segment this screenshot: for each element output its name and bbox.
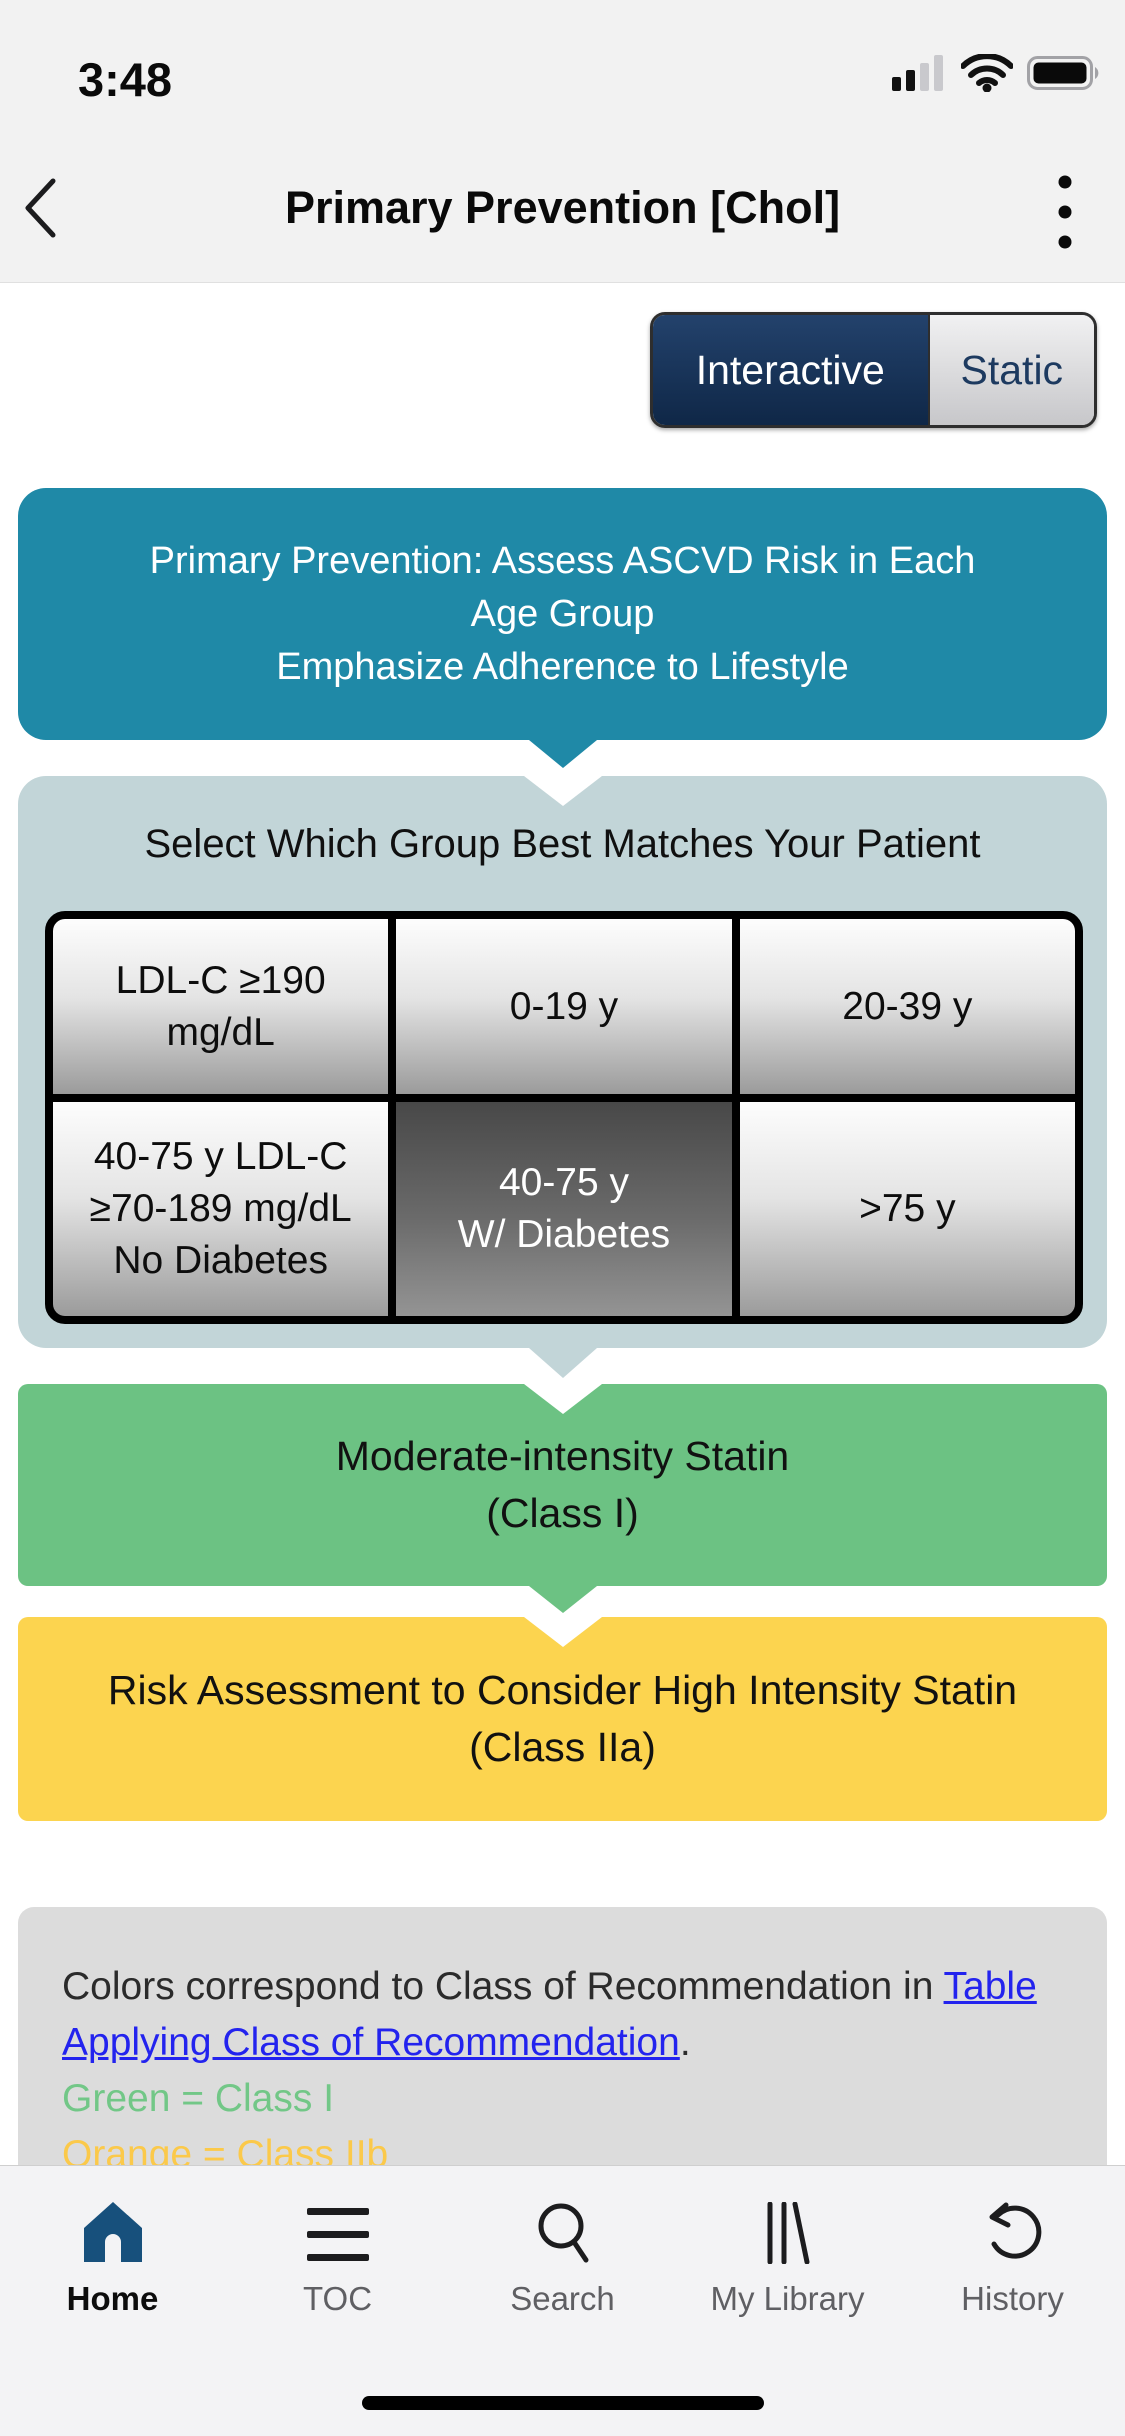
tab-my-library[interactable]: My Library	[675, 2166, 900, 2436]
tab-history[interactable]: History	[900, 2166, 1125, 2436]
group-grid: LDL-C ≥190 mg/dL 0-19 y 20-39 y 40-75 y …	[45, 911, 1083, 1324]
status-icons	[892, 53, 1103, 97]
group-select-panel: Select Which Group Best Matches Your Pat…	[18, 776, 1107, 1348]
status-time: 3:48	[78, 53, 173, 106]
home-indicator[interactable]	[361, 2396, 764, 2410]
kebab-menu-icon	[1058, 174, 1072, 255]
flow-header-text: Primary Prevention: Assess ASCVD Risk in…	[149, 539, 976, 688]
group-cell-20-39[interactable]: 20-39 y	[739, 919, 1075, 1094]
outcome-class-iia-text: Risk Assessment to Consider High Intensi…	[107, 1667, 1018, 1770]
tab-search[interactable]: Search	[450, 2166, 675, 2436]
tab-toc[interactable]: TOC	[225, 2166, 450, 2436]
toggle-static-button[interactable]: Static	[927, 315, 1094, 425]
outcome-class-i-box: Moderate-intensity Statin (Class I)	[18, 1384, 1107, 1586]
my-library-icon	[762, 2196, 814, 2264]
flow-arrow	[528, 1348, 597, 1378]
outcome-class-i-text: Moderate-intensity Statin (Class I)	[335, 1433, 790, 1536]
content-scroll-area[interactable]: Interactive Static Primary Prevention: A…	[0, 283, 1125, 2165]
footnote-panel: Colors correspond to Class of Recommenda…	[18, 1907, 1107, 2165]
group-cell-40-75-diabetes-selected[interactable]: 40-75 y W/ Diabetes	[396, 1102, 732, 1316]
top-chrome: 3:48	[0, 0, 1125, 283]
group-cell-ldl190[interactable]: LDL-C ≥190 mg/dL	[53, 919, 389, 1094]
back-button[interactable]	[20, 170, 90, 250]
group-select-prompt: Select Which Group Best Matches Your Pat…	[144, 822, 981, 866]
home-icon	[80, 2196, 146, 2264]
outcome-class-iia-box: Risk Assessment to Consider High Intensi…	[18, 1617, 1107, 1821]
cellular-signal-icon	[892, 55, 947, 96]
flow-connector-3	[0, 1586, 1125, 1617]
bottom-tab-bar: Home TOC Search	[0, 2165, 1125, 2436]
color-legend-intro: Colors correspond to Class of Recommenda…	[62, 1965, 1037, 2064]
flow-connector-1	[0, 740, 1125, 776]
tab-home[interactable]: Home	[0, 2166, 225, 2436]
battery-icon	[1027, 54, 1103, 97]
legend-green-class-i: Green = Class I	[62, 2077, 335, 2120]
table-class-of-recommendation-link[interactable]: Table Applying Class of Recommendation	[62, 1965, 1037, 2064]
toc-icon	[306, 2196, 370, 2264]
nav-bar: Primary Prevention [Chol]	[0, 150, 1125, 270]
group-cell-40-75-no-diabetes[interactable]: 40-75 y LDL-C ≥70-189 mg/dL No Diabetes	[53, 1102, 389, 1316]
flow-arrow	[528, 740, 597, 768]
flow-arrow	[528, 1586, 597, 1613]
history-icon	[982, 2196, 1044, 2264]
chevron-left-icon	[20, 177, 60, 244]
wifi-icon	[960, 53, 1014, 97]
status-bar: 3:48	[0, 44, 1125, 114]
flow-header-box: Primary Prevention: Assess ASCVD Risk in…	[18, 488, 1107, 740]
legend-orange-class-iib: Orange = Class IIb	[62, 2133, 389, 2165]
toggle-interactive-button[interactable]: Interactive	[653, 315, 928, 425]
group-cell-0-19[interactable]: 0-19 y	[396, 919, 732, 1094]
view-mode-toggle: Interactive Static	[650, 312, 1097, 428]
page-title: Primary Prevention [Chol]	[284, 182, 841, 233]
group-cell-over-75[interactable]: >75 y	[739, 1102, 1075, 1316]
search-icon	[534, 2196, 592, 2264]
flow-connector-2	[0, 1348, 1125, 1384]
overflow-menu-button[interactable]	[1045, 174, 1085, 254]
